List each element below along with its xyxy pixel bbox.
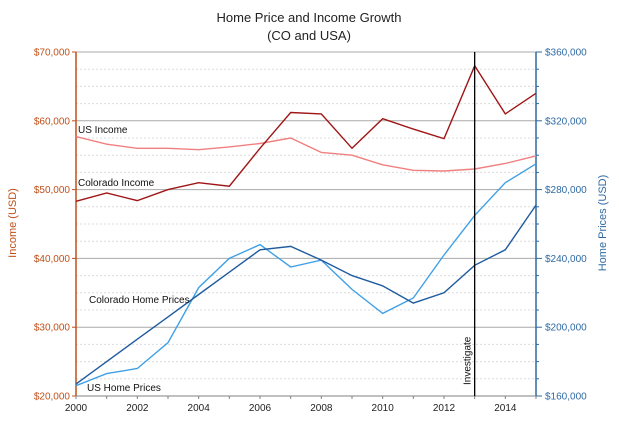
axes bbox=[72, 51, 542, 399]
chart-title: Home Price and Income Growth bbox=[217, 10, 402, 25]
left-tick-label: $40,000 bbox=[34, 254, 71, 265]
series-label-colorado-home-prices: Colorado Home Prices bbox=[89, 295, 190, 306]
right-tick-label: $360,000 bbox=[545, 48, 587, 59]
right-tick-label: $240,000 bbox=[545, 254, 587, 265]
x-tick-label: 2014 bbox=[494, 403, 517, 414]
investigate-label: Investigate bbox=[463, 336, 474, 385]
x-tick-label: 2012 bbox=[433, 403, 456, 414]
left-tick-label: $50,000 bbox=[34, 185, 71, 196]
x-tick-label: 2002 bbox=[126, 403, 149, 414]
x-tick-label: 2006 bbox=[249, 403, 272, 414]
gridlines bbox=[76, 51, 536, 397]
left-tick-label: $30,000 bbox=[34, 323, 71, 334]
left-axis-label: Income (USD) bbox=[7, 188, 19, 258]
right-axis-label: Home Prices (USD) bbox=[597, 175, 609, 272]
right-tick-label: $160,000 bbox=[545, 392, 587, 403]
x-tick-label: 2010 bbox=[372, 403, 395, 414]
series-line-us-home-prices bbox=[75, 204, 537, 385]
x-tick-label: 2008 bbox=[310, 403, 333, 414]
x-tick-label: 2000 bbox=[65, 403, 88, 414]
tick-labels: $20,000 $30,000 $40,000 $50,000 $60,000 $70,0… bbox=[34, 48, 587, 415]
right-tick-label: $280,000 bbox=[545, 185, 587, 196]
series-line-us-income bbox=[75, 135, 537, 172]
chart-subtitle: (CO and USA) bbox=[267, 28, 351, 43]
series-label-us-income: US Income bbox=[78, 125, 128, 136]
x-tick-label: 2004 bbox=[188, 403, 211, 414]
series-line-colorado-income bbox=[75, 64, 537, 202]
series-lines bbox=[75, 64, 537, 387]
left-tick-label: $60,000 bbox=[34, 116, 71, 127]
right-tick-label: $320,000 bbox=[545, 116, 587, 127]
annotation-group: Investigate bbox=[463, 52, 476, 396]
series-label-colorado-income: Colorado Income bbox=[78, 178, 155, 189]
series-label-us-home-prices: US Home Prices bbox=[87, 383, 161, 394]
left-tick-label: $70,000 bbox=[34, 48, 71, 59]
left-tick-label: $20,000 bbox=[34, 392, 71, 403]
series-line-colorado-home-prices bbox=[75, 163, 537, 387]
right-tick-label: $200,000 bbox=[545, 323, 587, 334]
